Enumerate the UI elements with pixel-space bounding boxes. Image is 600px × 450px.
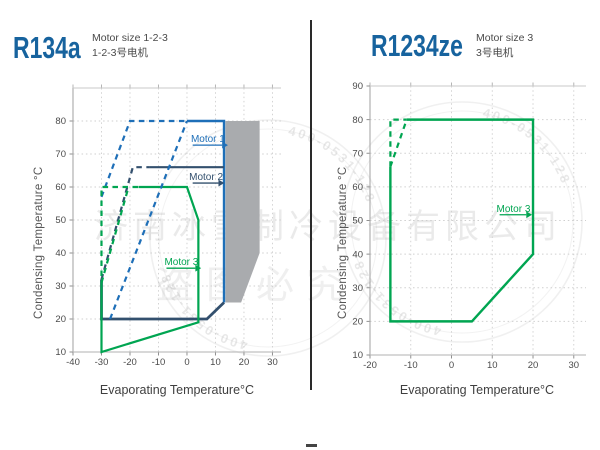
right-motor-size-cn: 3号电机 <box>476 46 514 59</box>
svg-text:Motor 1: Motor 1 <box>191 134 225 145</box>
svg-text:70: 70 <box>352 148 363 159</box>
svg-text:-20: -20 <box>123 357 137 368</box>
svg-text:20: 20 <box>55 314 66 325</box>
svg-text:0: 0 <box>449 360 454 371</box>
svg-text:40: 40 <box>55 248 66 259</box>
svg-text:90: 90 <box>352 81 363 92</box>
svg-text:30: 30 <box>352 283 363 294</box>
svg-text:20: 20 <box>352 317 363 328</box>
svg-text:60: 60 <box>352 182 363 193</box>
svg-text:10: 10 <box>55 347 66 358</box>
page-fold-mark <box>306 444 317 447</box>
left-chart-title: R134a <box>13 30 81 65</box>
left-envelope-chart: -40 -30 -20 -10 0 10 20 30 10 20 30 40 50 60 70 80 Motor… <box>55 84 281 368</box>
svg-text:10: 10 <box>487 360 498 371</box>
right-chart-subtitle: Motor size 3 3号电机 <box>476 31 533 60</box>
svg-text:80: 80 <box>55 116 66 127</box>
svg-text:20: 20 <box>239 357 250 368</box>
svg-text:Motor 3: Motor 3 <box>497 204 531 215</box>
svg-text:-30: -30 <box>95 357 109 368</box>
left-motor-size-cn: 1-2-3号电机 <box>92 46 149 59</box>
svg-text:Motor 3: Motor 3 <box>164 257 198 268</box>
svg-text:-40: -40 <box>66 357 80 368</box>
panel-divider <box>310 20 312 390</box>
svg-text:40: 40 <box>352 249 363 260</box>
svg-text:30: 30 <box>267 357 278 368</box>
svg-text:30: 30 <box>55 281 66 292</box>
right-envelope-chart: -20 -10 0 10 20 30 10 20 30 40 50 60 70 80 90 Motor 3 <box>352 81 586 371</box>
svg-text:10: 10 <box>210 357 221 368</box>
svg-text:50: 50 <box>55 215 66 226</box>
svg-text:10: 10 <box>352 350 363 361</box>
svg-text:20: 20 <box>528 360 539 371</box>
svg-text:0: 0 <box>184 357 189 368</box>
right-x-axis-label: Evaporating Temperature°C <box>399 383 555 397</box>
left-chart-subtitle: Motor size 1-2-3 1-2-3号电机 <box>92 31 168 60</box>
right-y-axis-label: Condensing Temperature °C <box>337 166 349 320</box>
left-y-axis-label: Condensing Temperature °C <box>33 166 45 320</box>
right-chart-title: R1234ze <box>371 28 463 63</box>
svg-text:30: 30 <box>568 360 579 371</box>
svg-text:80: 80 <box>352 115 363 126</box>
svg-text:Motor 2: Motor 2 <box>189 172 223 183</box>
svg-text:-20: -20 <box>363 360 377 371</box>
right-motor-size-en: Motor size 3 <box>476 32 534 44</box>
svg-text:60: 60 <box>55 182 66 193</box>
svg-text:-10: -10 <box>404 360 418 371</box>
left-motor-size-en: Motor size 1-2-3 <box>92 32 168 44</box>
svg-text:50: 50 <box>352 216 363 227</box>
svg-text:-10: -10 <box>152 357 166 368</box>
svg-text:70: 70 <box>55 149 66 160</box>
left-x-axis-label: Evaporating Temperature°C <box>99 383 255 397</box>
